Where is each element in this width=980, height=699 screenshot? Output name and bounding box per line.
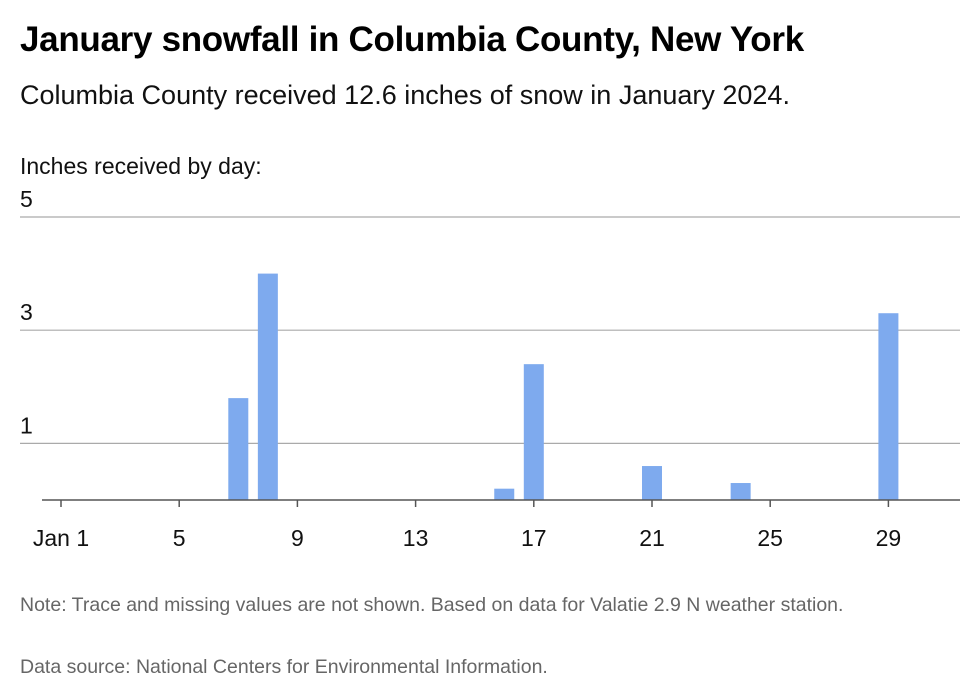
bar-jan-21 <box>642 466 662 500</box>
x-tick-label-25: 25 <box>757 525 783 551</box>
bar-jan-24 <box>730 483 751 500</box>
x-tick-label-17: 17 <box>521 525 547 551</box>
chart-subtitle: Columbia County received 12.6 inches of … <box>20 80 790 110</box>
bar-jan-29 <box>878 313 899 500</box>
x-tick-label-13: 13 <box>403 525 429 551</box>
bar-jan-17 <box>523 364 544 500</box>
gridlines <box>20 216 960 444</box>
x-tick-label-5: 5 <box>173 525 186 551</box>
data-source: Data source: National Centers for Enviro… <box>20 656 548 678</box>
x-axis: Jan 1 5 9 13 17 21 25 29 <box>33 499 960 551</box>
bar-jan-8 <box>257 273 278 500</box>
y-tick-labels: 1 3 5 <box>20 186 33 438</box>
y-tick-label-1: 1 <box>20 412 33 438</box>
y-axis-label: Inches received by day: <box>20 153 262 179</box>
bar-jan-16 <box>494 488 515 500</box>
x-tick-label-1: Jan 1 <box>33 525 89 551</box>
x-tick-label-21: 21 <box>639 525 665 551</box>
bars <box>228 273 899 500</box>
bar-jan-7 <box>228 398 249 500</box>
y-tick-label-5: 5 <box>20 186 33 212</box>
x-tick-label-29: 29 <box>876 525 902 551</box>
x-tick-label-9: 9 <box>291 525 304 551</box>
y-tick-label-3: 3 <box>20 299 33 325</box>
chart-title: January snowfall in Columbia County, New… <box>20 20 804 59</box>
chart-note: Note: Trace and missing values are not s… <box>20 594 844 616</box>
